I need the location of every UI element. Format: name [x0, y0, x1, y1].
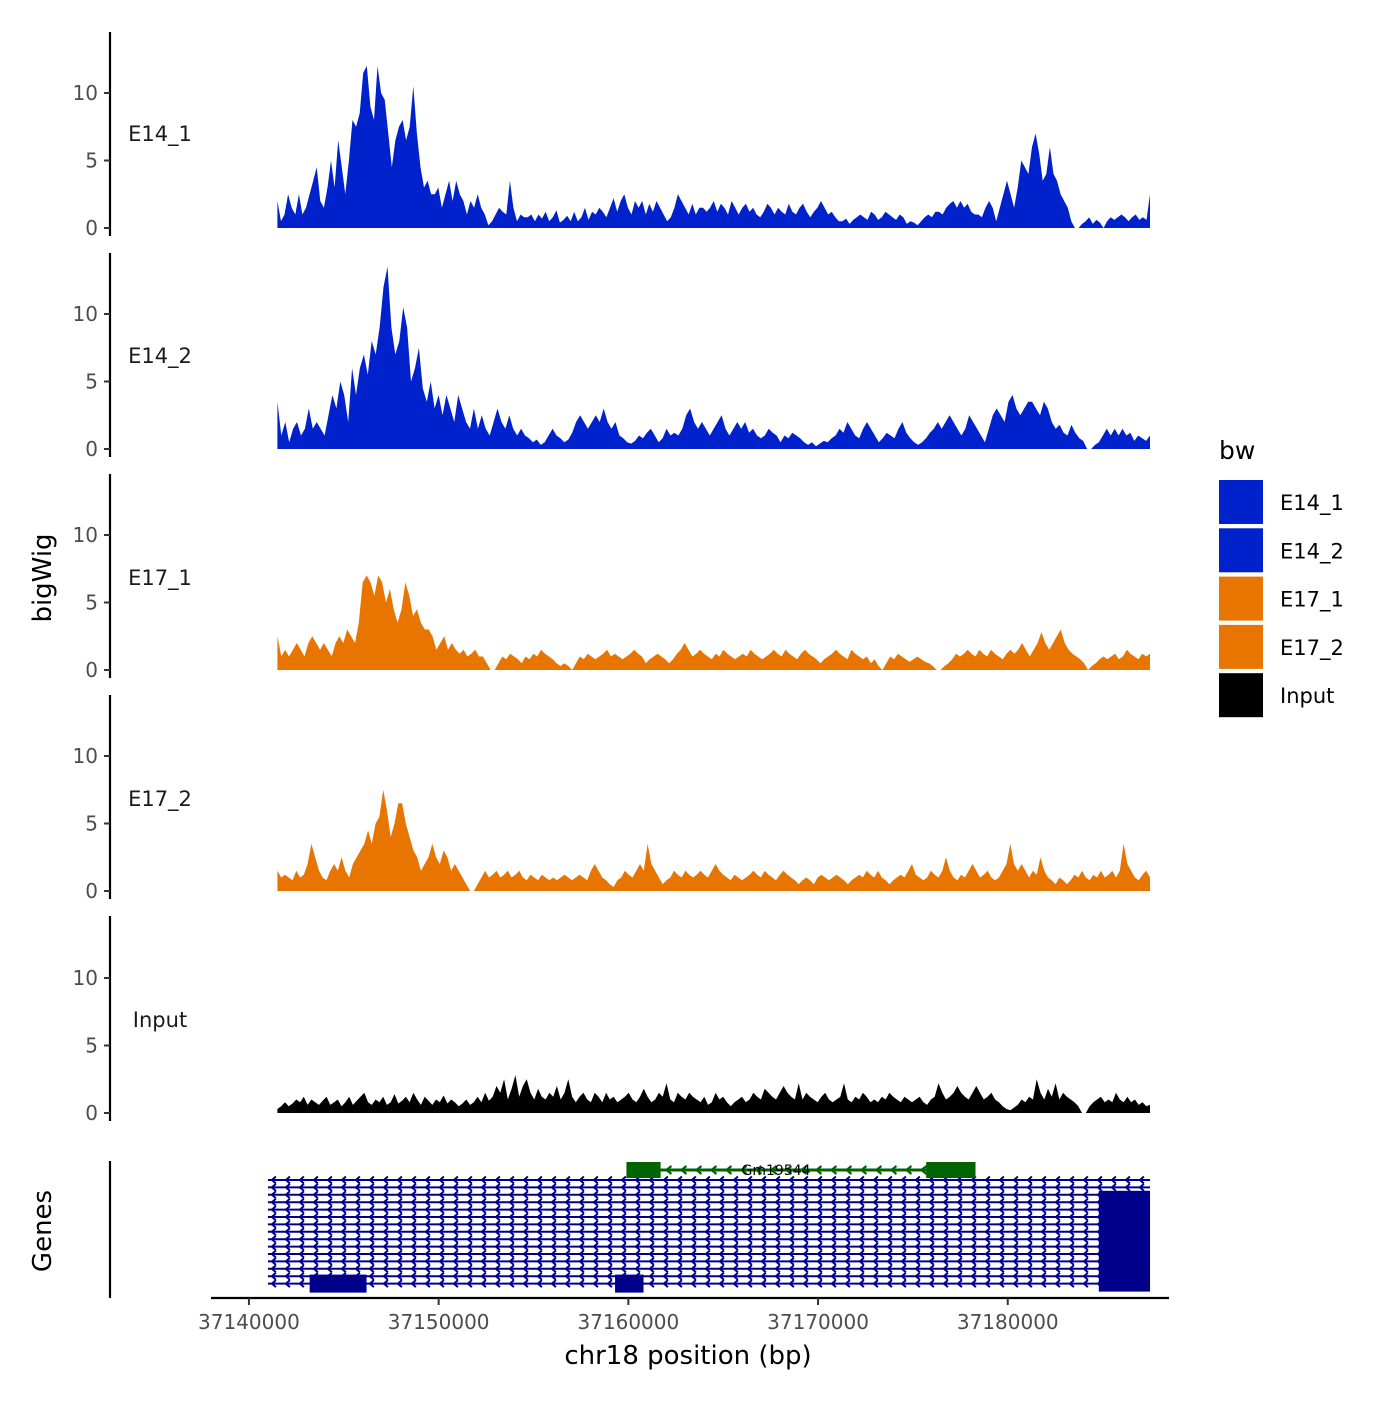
- x-axis-title: chr18 position (bp): [564, 1341, 811, 1371]
- y-tick-label: 0: [85, 437, 98, 461]
- strand-arrows-icon: [270, 1212, 1145, 1222]
- legend-swatch: [1219, 624, 1263, 669]
- strand-arrows-icon: [664, 1165, 958, 1175]
- x-tick-label: 37170000: [767, 1310, 869, 1334]
- x-axis: 37140000 37150000 37160000 37170000 37180000: [198, 1296, 1169, 1334]
- gene-row: [267, 1264, 1151, 1274]
- x-tick-label: 37180000: [957, 1310, 1059, 1334]
- strand-arrows-icon: [270, 1175, 1145, 1185]
- x-tick-label: 37140000: [198, 1310, 300, 1334]
- track-label-E17_1: E17_1: [128, 566, 192, 591]
- gene-row: [267, 1212, 1151, 1222]
- strand-arrows-icon: [270, 1271, 1145, 1281]
- y-tick-label: 0: [85, 658, 98, 682]
- legend-item-E14_1: E14_1: [1219, 480, 1344, 524]
- coverage-area-E17_2: [277, 789, 1150, 891]
- legend-swatch: [1219, 528, 1263, 573]
- coverage-area-E17_1: [277, 575, 1150, 670]
- gene-row: [267, 1220, 1151, 1229]
- strand-arrows-icon: [270, 1242, 1145, 1251]
- legend-label: E17_1: [1280, 588, 1344, 613]
- coverage-area-Input: [277, 1075, 1150, 1113]
- track-panel-E17_1: 0 5 10 E17_1: [73, 474, 1150, 682]
- y-tick-label: 0: [85, 879, 98, 903]
- gene-row: [267, 1175, 1151, 1185]
- y-tick-label: 0: [85, 1101, 98, 1125]
- gene-row: [267, 1242, 1151, 1251]
- gene-row: [267, 1257, 1151, 1266]
- strand-arrows-icon: [270, 1220, 1145, 1229]
- x-tick-label: 37160000: [577, 1310, 679, 1334]
- gene-label: Gm19544: [741, 1163, 810, 1179]
- y-tick-label: 5: [85, 591, 98, 615]
- gene-row: [267, 1249, 1151, 1259]
- strand-arrows-icon: [270, 1183, 1145, 1192]
- track-label-E17_2: E17_2: [128, 787, 192, 812]
- legend: bw E14_1 E14_2 E17_1 E17_2 Input: [1219, 436, 1344, 718]
- gene-exon: [1098, 1190, 1151, 1292]
- y-axis-title: bigWig: [28, 533, 58, 622]
- legend-item-E17_1: E17_1: [1219, 576, 1344, 621]
- legend-swatch: [1219, 480, 1263, 524]
- strand-arrows-icon: [270, 1234, 1145, 1244]
- coverage-area-E14_1: [277, 66, 1150, 228]
- y-tick-label: 10: [73, 302, 98, 326]
- genes-track: Gm19544: [108, 1161, 1151, 1298]
- gene-row: [267, 1279, 1151, 1288]
- gene-row: [267, 1197, 1151, 1207]
- track-label-E14_1: E14_1: [128, 122, 192, 147]
- legend-title: bw: [1219, 436, 1255, 465]
- gene-row: [267, 1234, 1151, 1244]
- legend-swatch: [1219, 673, 1263, 718]
- y-tick-label: 5: [85, 1034, 98, 1058]
- track-panel-Input: 0 5 10 Input: [73, 916, 1150, 1125]
- track-panel-E17_2: 0 5 10 E17_2: [73, 695, 1150, 903]
- strand-arrows-icon: [270, 1257, 1145, 1266]
- strand-arrows-icon: [270, 1279, 1145, 1288]
- gene-exon: [309, 1274, 367, 1293]
- y-tick-label: 5: [85, 149, 98, 173]
- gene-exon: [626, 1162, 661, 1178]
- coverage-area-E14_2: [277, 266, 1150, 449]
- strand-arrows-icon: [270, 1227, 1145, 1237]
- gene-row: [267, 1183, 1151, 1192]
- y-tick-label: 10: [73, 744, 98, 768]
- y-tick-label: 10: [73, 523, 98, 547]
- legend-label: E14_2: [1280, 539, 1344, 564]
- legend-item-Input: Input: [1219, 673, 1334, 718]
- legend-label: E17_2: [1280, 636, 1344, 661]
- y-tick-label: 5: [85, 812, 98, 836]
- track-label-E14_2: E14_2: [128, 344, 192, 369]
- track-panel-E14_2: 0 5 10 E14_2: [73, 253, 1150, 461]
- gene-row: [267, 1227, 1151, 1237]
- genes-axis-title: Genes: [28, 1190, 58, 1272]
- strand-arrows-icon: [270, 1190, 1145, 1200]
- legend-swatch: [1219, 576, 1263, 621]
- strand-arrows-icon: [270, 1264, 1145, 1274]
- legend-item-E14_2: E14_2: [1219, 528, 1344, 573]
- y-tick-label: 10: [73, 81, 98, 105]
- strand-arrows-icon: [270, 1205, 1145, 1214]
- x-tick-label: 37150000: [388, 1310, 490, 1334]
- panels-layer: 0 5 10 E14_1 0 5 10 E14_2 0 5 10 E17_1 0 5 10 E17_2 0 5 10…: [73, 32, 1150, 1125]
- y-tick-label: 0: [85, 216, 98, 240]
- gene-row: [267, 1205, 1151, 1214]
- legend-label: E14_1: [1280, 491, 1344, 516]
- gene-exon: [926, 1162, 976, 1178]
- strand-arrows-icon: [270, 1249, 1145, 1259]
- gene-Gm19544: Gm19544: [626, 1162, 976, 1179]
- gene-row: [267, 1271, 1151, 1281]
- y-tick-label: 5: [85, 370, 98, 394]
- y-tick-label: 10: [73, 966, 98, 990]
- gene-row: [267, 1190, 1151, 1200]
- strand-arrows-icon: [270, 1197, 1145, 1207]
- legend-label: Input: [1280, 684, 1334, 708]
- track-panel-E14_1: 0 5 10 E14_1: [73, 32, 1150, 240]
- gene-exon: [615, 1274, 644, 1293]
- track-label-Input: Input: [133, 1008, 187, 1032]
- legend-item-E17_2: E17_2: [1219, 624, 1344, 669]
